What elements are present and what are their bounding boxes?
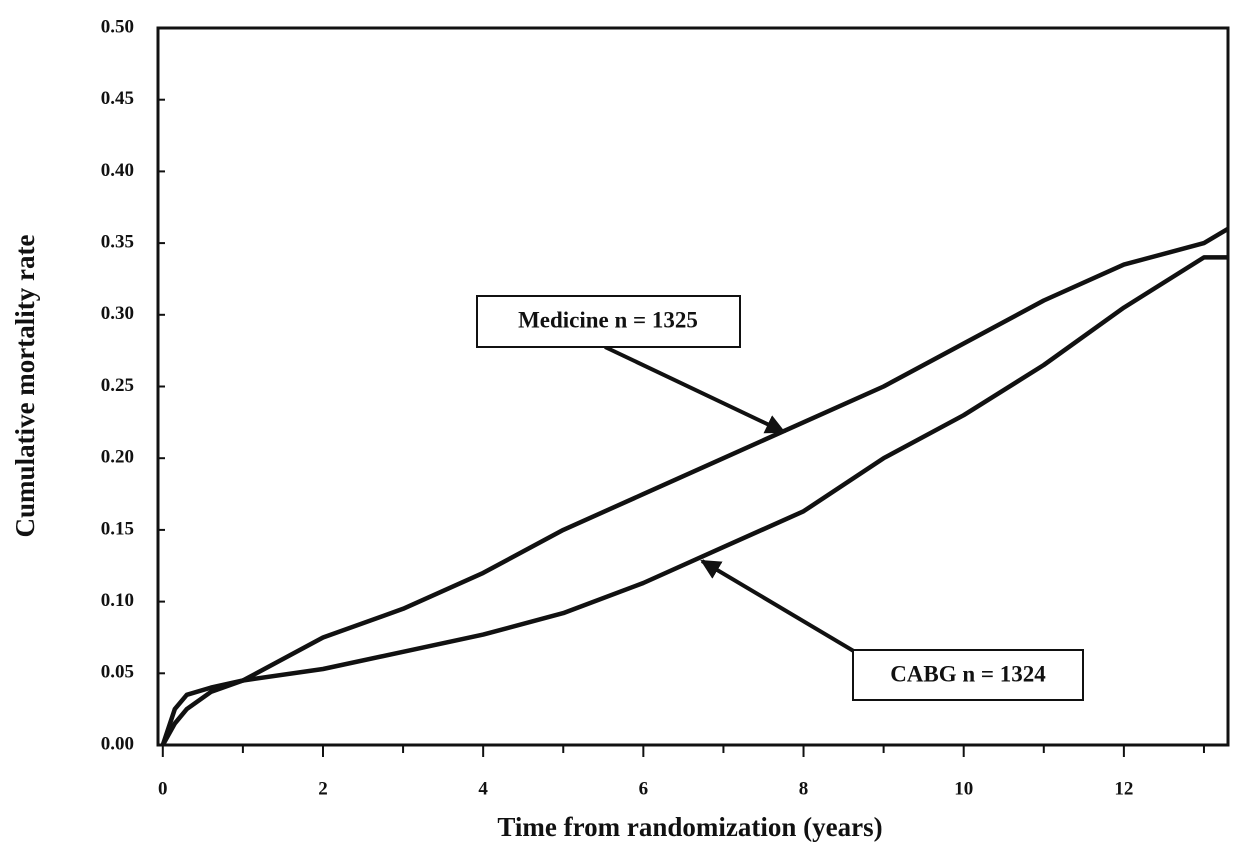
annotation: Medicine n = 1325 — [518, 307, 698, 332]
y-tick-label: 0.15 — [101, 518, 134, 539]
series-line — [160, 226, 1230, 747]
y-tick-label: 0.25 — [101, 375, 134, 396]
series-line — [160, 255, 1228, 746]
y-tick-label: 0.45 — [101, 88, 134, 109]
x-tick-label: 4 — [478, 778, 488, 799]
x-tick-label: 2 — [318, 778, 328, 799]
annotation-box — [476, 295, 741, 348]
x-axis-label: Time from randomization (years) — [497, 812, 882, 842]
x-tick-label: 0 — [158, 778, 168, 799]
x-tick-label: 10 — [954, 778, 973, 799]
x-tick-label: 6 — [639, 778, 649, 799]
x-tick-label: 8 — [799, 778, 809, 799]
annotation-box — [852, 649, 1084, 701]
y-tick-label: 0.40 — [101, 160, 134, 181]
y-tick-label: 0.20 — [101, 447, 134, 468]
y-tick-label: 0.50 — [101, 16, 134, 37]
annotation-arrow — [604, 345, 786, 434]
x-tick-label: 12 — [1114, 778, 1133, 799]
y-tick-label: 0.10 — [101, 590, 134, 611]
annotation: CABG n = 1324 — [890, 661, 1046, 686]
y-tick-label: 0.35 — [101, 231, 134, 252]
y-tick-label: 0.05 — [101, 662, 134, 683]
y-axis-label: Cumulative mortality rate — [10, 235, 40, 538]
y-tick-label: 0.00 — [101, 733, 134, 754]
y-tick-label: 0.30 — [101, 303, 134, 324]
annotation-arrow — [700, 559, 864, 658]
